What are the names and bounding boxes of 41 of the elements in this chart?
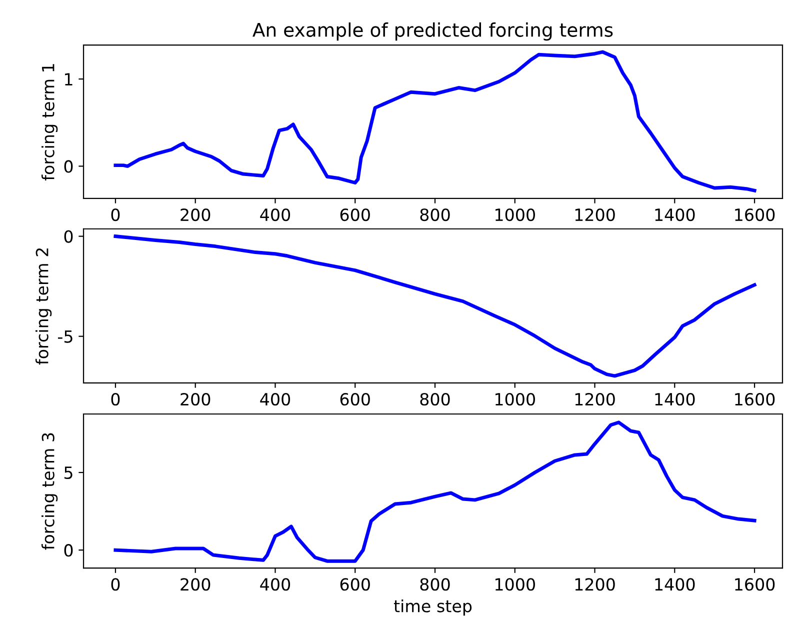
x-tick-label: 1000 [496, 208, 535, 222]
y-axis-title: forcing term 1 [42, 64, 58, 180]
x-tick-label: 400 [260, 208, 290, 222]
line-series [114, 420, 756, 563]
y-tick-label: 0 [64, 230, 73, 243]
x-tick-label: 600 [340, 208, 370, 222]
x-tick-label: 800 [420, 392, 450, 406]
x-tick-label: 0 [111, 208, 120, 222]
x-tick-label: 1400 [655, 392, 695, 406]
x-tick-label: 1200 [575, 208, 615, 222]
y-axis-title: forcing term 3 [42, 433, 58, 550]
y-tick-label: 1 [65, 73, 72, 86]
x-tick-label: 1200 [575, 578, 615, 591]
x-axis-title: time step [394, 599, 472, 616]
x-tick-label: 1000 [496, 392, 535, 406]
x-tick-label: 1600 [735, 208, 775, 222]
y-tick-label: 0 [64, 544, 73, 557]
x-tick-label: 200 [180, 208, 210, 222]
x-tick-label: 1600 [735, 578, 775, 591]
y-tick-label: 0 [64, 160, 73, 173]
x-tick-label: 200 [180, 392, 210, 406]
x-tick-label: 1000 [496, 578, 535, 591]
x-tick-label: 1200 [575, 392, 615, 406]
y-axis-title: forcing term 2 [36, 248, 52, 365]
line-series [114, 50, 756, 192]
x-tick-label: 1400 [655, 578, 695, 591]
x-tick-label: 0 [111, 578, 120, 591]
x-tick-label: 200 [180, 578, 210, 591]
x-tick-label: 800 [420, 208, 450, 222]
y-tick-label: 5 [64, 466, 72, 480]
x-tick-label: 1400 [655, 208, 695, 222]
line-series [114, 234, 756, 378]
x-tick-label: 800 [420, 578, 450, 591]
x-tick-label: 600 [340, 578, 370, 591]
x-tick-label: 600 [340, 392, 370, 406]
x-tick-label: 1600 [735, 392, 775, 406]
x-tick-label: 0 [111, 392, 120, 406]
x-tick-label: 400 [260, 392, 290, 406]
chart-title: An example of predicted forcing terms [252, 22, 613, 41]
y-tick-label: -5 [58, 330, 72, 343]
x-tick-label: 400 [260, 578, 290, 591]
